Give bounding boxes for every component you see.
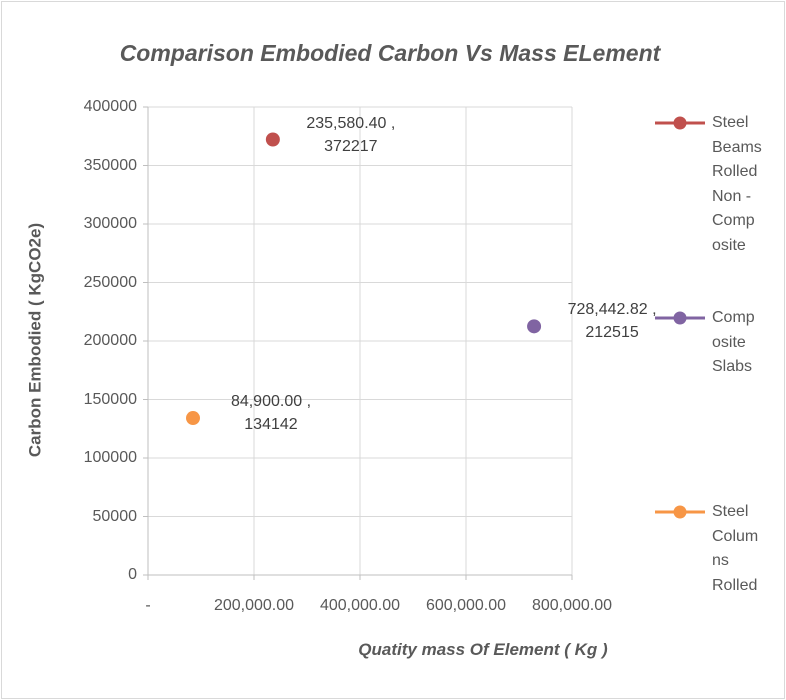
legend-label: Steel Beams Rolled Non - Composite — [712, 114, 762, 254]
x-axis-label: Quatity mass Of Element ( Kg ) — [358, 640, 608, 659]
y-tick-label: 250000 — [83, 273, 137, 291]
scatter-point — [185, 411, 200, 426]
x-tick-label: 400,000.00 — [319, 597, 401, 614]
y-axis-label: Carbon Embodied ( KgCO2e) — [25, 222, 45, 458]
legend-label: Composite Slabs — [712, 309, 755, 375]
x-tick-label: 600,000.00 — [425, 597, 507, 614]
legend-label: Steel Columns Rolled — [712, 503, 759, 594]
data-label: 84,900.00 , 134142 — [230, 393, 312, 434]
scatter-point — [527, 319, 542, 334]
scatter-point — [265, 132, 280, 147]
x-tick-label: - — [145, 597, 151, 614]
y-tick-label: 350000 — [83, 156, 137, 174]
y-tick-label: 150000 — [83, 390, 137, 408]
y-tick-label: 300000 — [83, 215, 137, 232]
legend-marker — [673, 311, 687, 325]
y-tick-label: 200000 — [83, 332, 137, 349]
chart-title: Comparison Embodied Carbon Vs Mass ELeme… — [119, 40, 661, 66]
y-tick-label: 0 — [128, 566, 137, 583]
x-tick-label: 200,000.00 — [213, 597, 295, 614]
y-tick-label: 100000 — [83, 449, 137, 466]
legend-marker — [673, 505, 687, 519]
y-tick-label: 400000 — [83, 98, 137, 115]
y-tick-label: 50000 — [92, 507, 138, 525]
data-label: 235,580.40 , 372217 — [306, 114, 396, 155]
data-label: 728,442.82 , 212515 — [567, 301, 657, 342]
legend-marker — [673, 116, 687, 130]
x-tick-label: 800,000.00 — [531, 597, 613, 614]
